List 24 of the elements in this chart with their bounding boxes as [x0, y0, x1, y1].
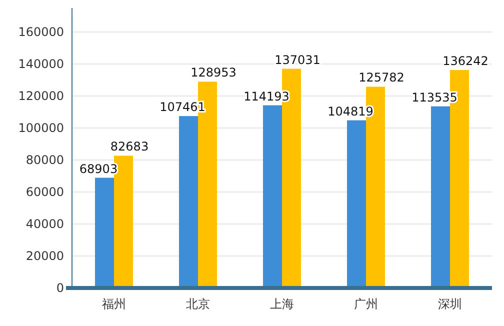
y-tick-label: 80000: [26, 153, 64, 167]
y-tick-label: 60000: [26, 185, 64, 199]
x-tick-label: 福州: [102, 297, 126, 311]
y-tick-label: 140000: [18, 57, 64, 71]
y-tick-label: 40000: [26, 217, 64, 231]
x-tick-label: 上海: [270, 297, 294, 311]
y-tick-label: 100000: [18, 121, 64, 135]
x-tick-label: 广州: [354, 297, 378, 311]
y-tick-label: 20000: [26, 249, 64, 263]
data-label: 137031: [274, 52, 320, 67]
x-tick-label: 深圳: [438, 297, 462, 311]
y-tick-label: 0: [56, 281, 64, 295]
data-label: 82683: [110, 140, 149, 154]
bar: [263, 105, 282, 288]
bar: [347, 120, 366, 288]
data-label: 136242: [442, 54, 488, 68]
x-tick-label: 北京: [186, 297, 210, 311]
bar: [179, 116, 198, 288]
y-tick-label: 120000: [18, 89, 64, 103]
y-tick-label: 160000: [18, 25, 64, 39]
bar: [95, 178, 114, 288]
data-label: 128953: [190, 66, 236, 80]
bar: [431, 106, 450, 288]
data-label: 125782: [358, 70, 404, 85]
